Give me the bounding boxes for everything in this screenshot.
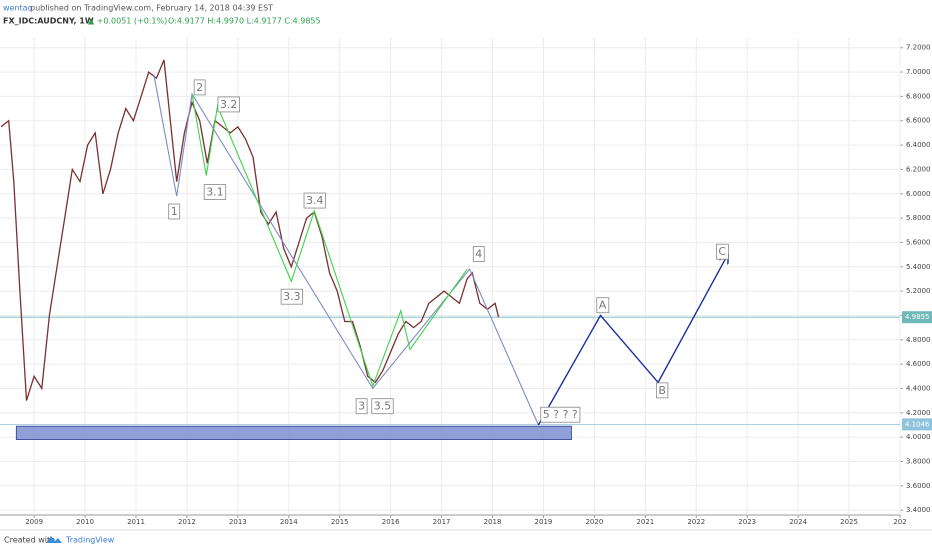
wave-label-box [355, 398, 368, 415]
wave-label-box [596, 297, 610, 314]
wave-label-text: 3 [358, 400, 365, 413]
wave-label: 3 [355, 398, 368, 415]
wave-label-box [655, 382, 669, 399]
y-tick-label: 5.8000 [906, 214, 931, 222]
x-tick-label: 2014 [280, 518, 298, 526]
author[interactable]: wentao [3, 4, 33, 13]
wave-label-box [540, 406, 581, 423]
footer-created: Created with [4, 536, 55, 545]
x-tick-label: 2019 [535, 518, 553, 526]
wave-label-box [168, 203, 181, 220]
price-tag [902, 311, 932, 324]
wave-label: 4 [472, 246, 485, 262]
wave-label: A [596, 297, 610, 314]
plot-area: 7.2000 7.0000 6.8000 6.6000 6.4000 6.2000 6.00… [0, 38, 932, 526]
wave-label: 5 ? ? ? [540, 406, 581, 423]
price-tag [902, 418, 932, 431]
wave-label-box [472, 246, 485, 262]
ohlc: O:4.9177 H:4.9970 L:4.9177 C:4.9855 [168, 17, 321, 26]
wave-label-text: 4 [475, 248, 482, 261]
wave-label-text: 1 [171, 205, 178, 218]
symbol: FX_IDC:AUDCNY, 1W [3, 17, 94, 26]
price-tag-label: 4.1046 [905, 420, 930, 428]
y-tick-label: 4.6000 [906, 360, 931, 368]
y-tick-label: 7.0000 [906, 68, 931, 76]
wave-label-box [217, 96, 240, 113]
brand-logo [46, 536, 62, 543]
wave-label-box [203, 184, 227, 200]
wave-label-box [280, 288, 304, 305]
support-zone [15, 425, 572, 440]
wave-label-box [193, 79, 206, 96]
wave-label: 1 [168, 203, 181, 220]
wave-label-text: 2 [196, 81, 203, 94]
wave-label-box [715, 243, 729, 260]
x-tick-label: 2009 [25, 518, 43, 526]
y-tick-label: 4.0000 [906, 433, 931, 441]
wave-label: 3.5 [371, 398, 394, 415]
wave-label-text: 3.1 [206, 186, 224, 199]
y-tick-label: 6.6000 [906, 117, 931, 125]
x-tick-label: 2022 [687, 518, 705, 526]
x-tick-label: 2020 [585, 518, 603, 526]
y-tick-label: 4.8000 [906, 336, 931, 344]
wave-label: 2 [193, 79, 206, 96]
x-tick-label: 2012 [178, 518, 196, 526]
wave-label: 3.3 [280, 288, 304, 305]
wave-label: 3.1 [203, 184, 227, 200]
x-tick-label: 2024 [789, 518, 807, 526]
wave-line [153, 74, 539, 426]
wave-label-text: 3.4 [306, 194, 324, 207]
x-tick-label: 2018 [484, 518, 502, 526]
x-tick-label: 2021 [636, 518, 654, 526]
x-tick-label: 2013 [229, 518, 247, 526]
y-tick-label: 4.4000 [906, 384, 931, 392]
y-tick-label: 7.2000 [906, 44, 931, 52]
wave-label: C [715, 243, 729, 260]
wave-label-box [371, 398, 394, 415]
wave-line [537, 255, 727, 426]
wave-label: B [655, 382, 669, 399]
x-tick-label: 2017 [433, 518, 451, 526]
change: ▲ +0.0051 (+0.1%) [88, 17, 167, 26]
wave-label: 3.4 [303, 192, 326, 209]
x-tick-label: 2011 [127, 518, 145, 526]
y-tick-label: 6.4000 [906, 141, 931, 149]
y-tick-label: 3.8000 [906, 457, 931, 465]
y-tick-label: 3.6000 [906, 482, 931, 490]
published: published on TradingView.com, February 1… [30, 4, 273, 13]
y-tick-label: 5.2000 [906, 287, 931, 295]
wave-label-text: B [658, 384, 666, 397]
y-tick-label: 5.4000 [906, 263, 931, 271]
price-line-series [0, 59, 500, 401]
y-tick-label: 4.2000 [906, 409, 931, 417]
footer-brand[interactable]: TradingView [65, 536, 115, 545]
x-tick-label: 2016 [382, 518, 400, 526]
y-tick-label: 6.8000 [906, 92, 931, 100]
x-tick-label: 2025 [840, 518, 858, 526]
price-tag-label: 4.9855 [905, 313, 930, 321]
wave-label-text: 3.2 [220, 98, 238, 111]
wave-label: 3.2 [217, 96, 240, 113]
wave-label-text: 5 ? ? ? [543, 408, 578, 421]
wave-label-text: 3.5 [374, 400, 392, 413]
wave-label-text: 3.3 [283, 290, 301, 303]
x-tick-label: 2010 [76, 518, 94, 526]
wave-label-text: A [599, 299, 607, 312]
wave-label-text: C [718, 245, 726, 258]
y-tick-label: 6.0000 [906, 190, 931, 198]
x-tick-label: 2023 [738, 518, 756, 526]
y-tick-label: 6.2000 [906, 165, 931, 173]
x-tick-label: 2015 [331, 518, 349, 526]
y-tick-label: 5.6000 [906, 238, 931, 246]
y-tick-label: 3.4000 [906, 506, 931, 514]
x-tick-label: 202 [893, 518, 906, 526]
wave-label-box [303, 192, 326, 209]
wave-line [191, 93, 468, 388]
